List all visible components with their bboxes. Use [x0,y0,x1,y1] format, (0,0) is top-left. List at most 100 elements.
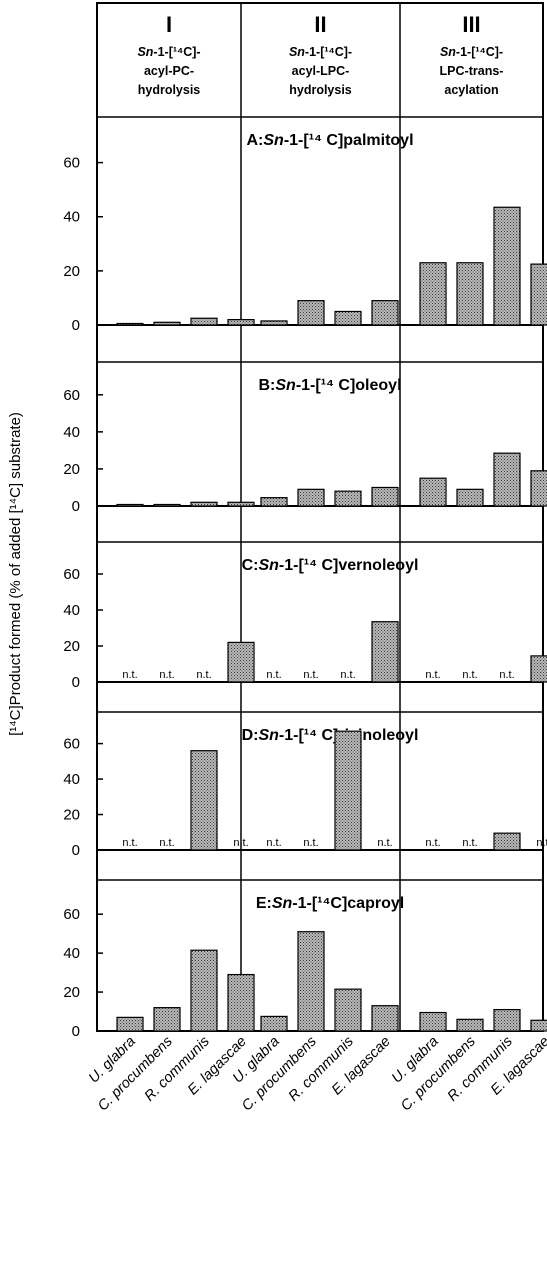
data-bar [260,320,288,326]
data-bar [419,1011,447,1032]
data-bar [153,1007,181,1032]
data-bar [530,470,547,507]
not-tested-label: n.t. [159,669,174,681]
not-tested-label: n.t. [159,837,174,849]
not-tested-label: n.t. [340,669,355,681]
not-tested-label: n.t. [425,837,440,849]
column-numeral: II [314,12,326,37]
not-tested-label: n.t. [377,837,392,849]
column-header-line: hydrolysis [289,83,352,97]
y-tick-label: 40 [63,771,80,788]
y-tick-label: 40 [63,945,80,962]
figure-frame [96,2,544,1032]
data-bar [190,750,218,851]
not-tested-label: n.t. [462,669,477,681]
y-tick-label: 60 [63,906,80,923]
y-tick-label: 20 [63,461,80,478]
column-header-line: acyl-PC- [144,64,194,78]
data-bar [227,641,255,683]
data-bar [260,497,288,507]
data-bar [530,1019,547,1032]
data-bar [371,486,399,507]
not-tested-label: n.t. [266,669,281,681]
y-tick-label: 60 [63,566,80,583]
y-axis-label: [¹⁴C]Product formed (% of added [¹⁴C] su… [7,412,24,736]
data-bar [456,262,484,326]
data-bar [371,621,399,683]
y-tick-label: 20 [63,638,80,655]
data-bar [371,300,399,326]
y-tick-label: 40 [63,209,80,226]
y-tick-label: 60 [63,155,80,172]
not-tested-label: n.t. [303,669,318,681]
y-tick-label: 60 [63,736,80,753]
data-bar [334,490,362,507]
data-bar [190,949,218,1032]
column-header-line: acyl-LPC- [292,64,350,78]
panel-title: D:Sn-1-[¹⁴ C]ricinoleoyl [242,727,419,744]
data-bar [116,1016,144,1032]
data-bar [116,322,144,326]
column-header-line: Sn-1-[¹⁴C]- [440,45,503,59]
data-bar [116,503,144,507]
y-tick-label: 0 [72,674,80,691]
y-tick-label: 0 [72,842,80,859]
panel-title: B:Sn-1-[¹⁴ C]oleoyl [258,377,401,394]
column-header-line: Sn-1-[¹⁴C]- [289,45,352,59]
y-tick-label: 20 [63,807,80,824]
column-numeral: III [462,12,480,37]
y-tick-label: 40 [63,424,80,441]
column-numeral: I [166,12,172,37]
data-bar [456,488,484,507]
data-bar [297,300,325,326]
not-tested-label: n.t. [303,837,318,849]
not-tested-label: n.t. [122,837,137,849]
data-bar [371,1005,399,1032]
data-bar [456,1018,484,1032]
data-bar [190,317,218,326]
data-bar [297,488,325,507]
data-bar [227,973,255,1032]
data-bar [153,321,181,326]
panel-title: E:Sn-1-[¹⁴C]caproyl [256,895,404,912]
not-tested-label: n.t. [499,669,514,681]
data-bar [334,310,362,326]
not-tested-label: n.t. [122,669,137,681]
panel-title: A:Sn-1-[¹⁴ C]palmitoyl [246,132,413,149]
y-tick-label: 20 [63,263,80,280]
data-bar [493,1008,521,1032]
column-header-line: acylation [444,83,498,97]
data-bar [190,501,218,507]
data-bar [530,263,547,326]
not-tested-label: n.t. [266,837,281,849]
y-tick-label: 0 [72,1023,80,1040]
not-tested-label: n.t. [425,669,440,681]
data-bar [419,262,447,326]
column-header-line: Sn-1-[¹⁴C]- [137,45,200,59]
not-tested-label: n.t. [536,837,547,849]
data-bar [493,832,521,851]
column-header-line: LPC-trans- [440,64,504,78]
data-bar [227,318,255,326]
data-bar [530,655,547,683]
y-tick-label: 0 [72,498,80,515]
data-bar [260,1015,288,1032]
y-tick-label: 20 [63,984,80,1001]
y-tick-label: 60 [63,387,80,404]
y-tick-label: 0 [72,317,80,334]
data-bar [493,206,521,326]
column-header-line: hydrolysis [138,83,201,97]
not-tested-label: n.t. [196,669,211,681]
data-bar [153,503,181,507]
panel-title: C:Sn-1-[¹⁴ C]vernoleoyl [242,557,419,574]
not-tested-label: n.t. [233,837,248,849]
data-bar [334,730,362,851]
data-bar [419,477,447,507]
not-tested-label: n.t. [462,837,477,849]
data-bar [297,931,325,1032]
y-tick-label: 40 [63,602,80,619]
data-bar [493,452,521,507]
data-bar [227,501,255,507]
data-bar [334,988,362,1032]
